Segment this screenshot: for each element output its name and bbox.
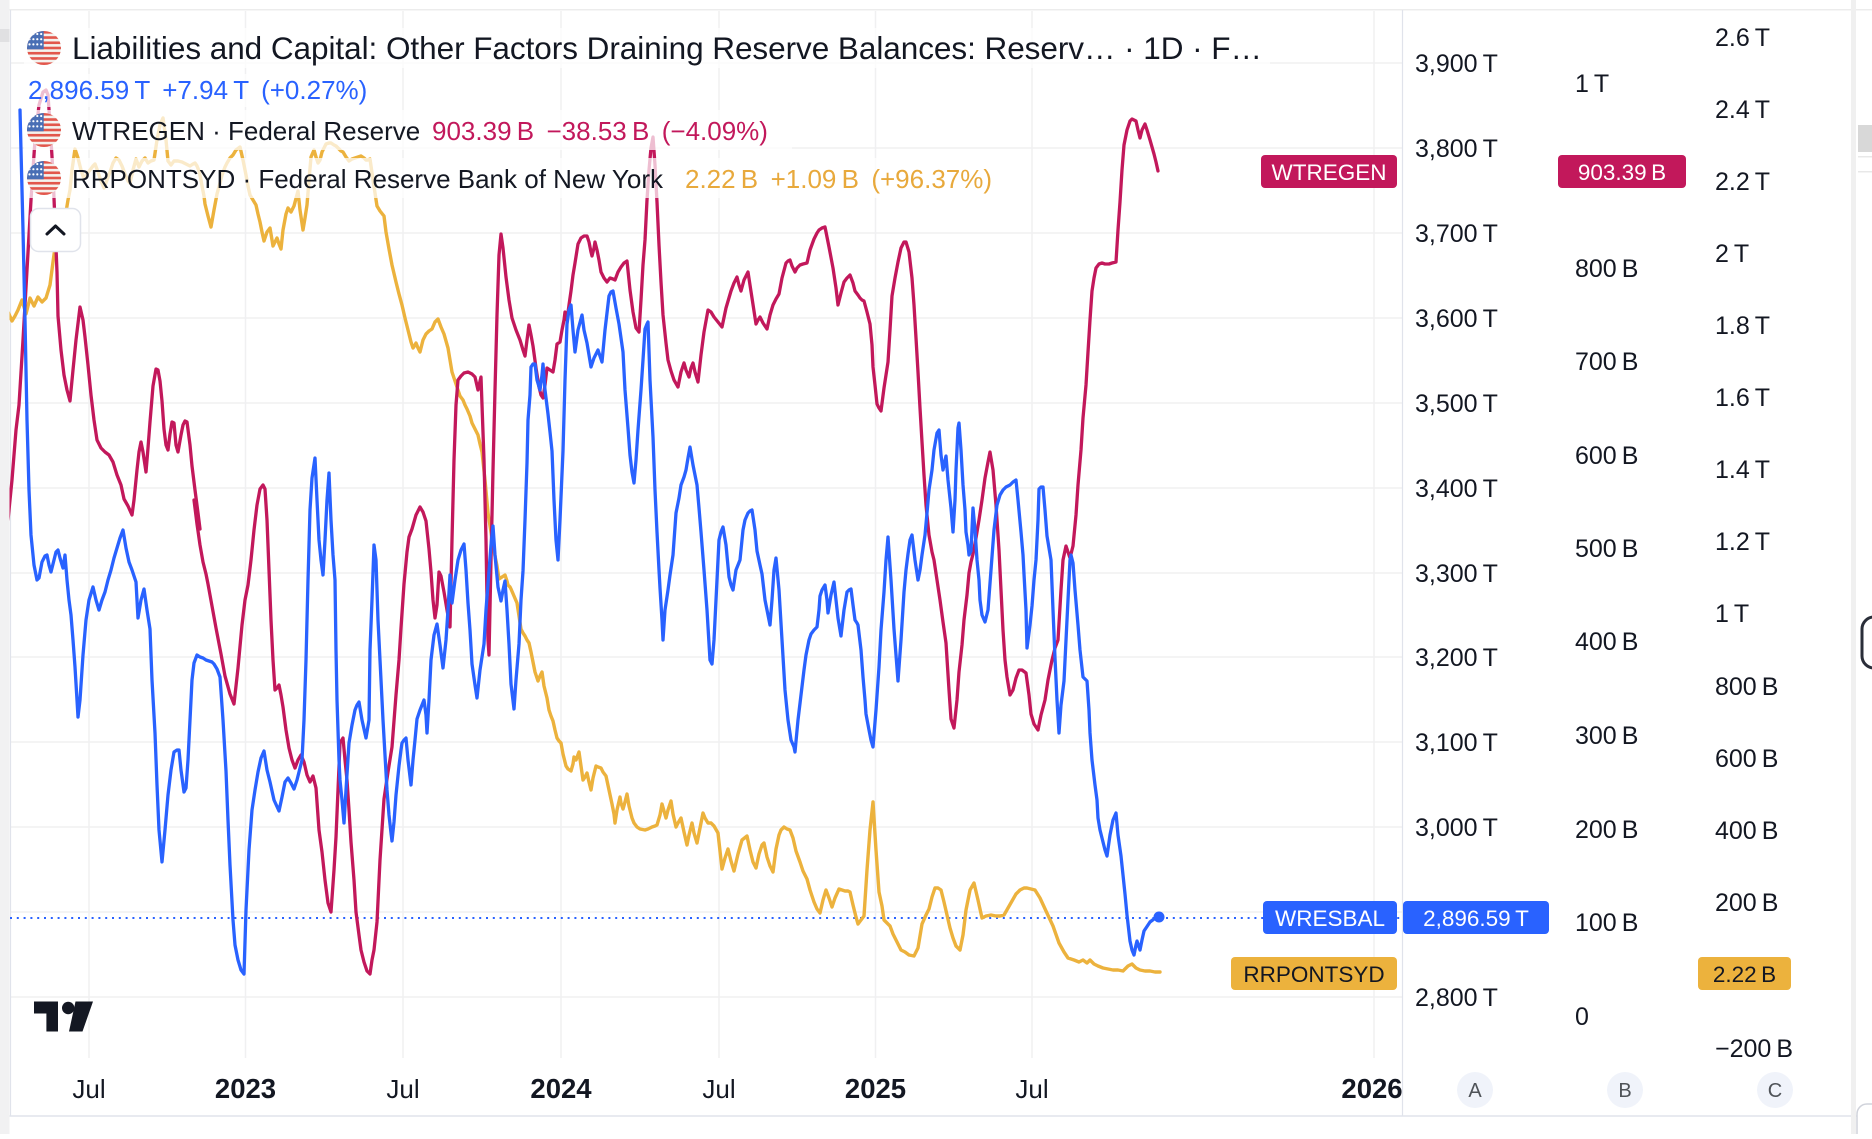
svg-text:2,896.59 T +7.94 T (+0.27%): 2,896.59 T +7.94 T (+0.27%) xyxy=(28,75,367,105)
svg-text:1.4 T: 1.4 T xyxy=(1715,456,1770,484)
svg-text:RRPONTSYD: RRPONTSYD xyxy=(1243,962,1384,987)
svg-text:600 B: 600 B xyxy=(1575,442,1638,470)
svg-text:3,400 T: 3,400 T xyxy=(1415,475,1498,503)
svg-text:300 B: 300 B xyxy=(1575,722,1638,750)
svg-text:WRESBAL: WRESBAL xyxy=(1275,906,1385,931)
svg-text:400 B: 400 B xyxy=(1575,628,1638,656)
svg-text:2023: 2023 xyxy=(215,1073,276,1104)
svg-text:Jul: Jul xyxy=(72,1074,105,1104)
svg-text:2.4 T: 2.4 T xyxy=(1715,96,1770,124)
svg-text:3,000 T: 3,000 T xyxy=(1415,814,1498,842)
svg-text:Jul: Jul xyxy=(702,1074,735,1104)
svg-text:600 B: 600 B xyxy=(1715,745,1778,773)
svg-text:0: 0 xyxy=(1575,1003,1589,1031)
svg-text:B: B xyxy=(1618,1080,1631,1102)
svg-text:2.2 T: 2.2 T xyxy=(1715,168,1770,196)
svg-text:C: C xyxy=(1768,1080,1782,1102)
svg-text:2,800 T: 2,800 T xyxy=(1415,984,1498,1012)
svg-text:Liabilities and Capital: Other: Liabilities and Capital: Other Factors D… xyxy=(72,30,1262,66)
svg-text:400 B: 400 B xyxy=(1715,817,1778,845)
svg-text:1.6 T: 1.6 T xyxy=(1715,384,1770,412)
svg-text:WTREGEN: WTREGEN xyxy=(1272,160,1387,185)
svg-text:200 B: 200 B xyxy=(1575,816,1638,844)
svg-text:3,800 T: 3,800 T xyxy=(1415,135,1498,163)
svg-text:903.39 B −38.53 B (−4.09%): 903.39 B −38.53 B (−4.09%) xyxy=(432,116,768,146)
svg-text:2.22 B +1.09 B (+96.37%): 2.22 B +1.09 B (+96.37%) xyxy=(685,164,992,194)
svg-text:200 B: 200 B xyxy=(1715,889,1778,917)
svg-text:Jul: Jul xyxy=(386,1074,419,1104)
svg-text:2026: 2026 xyxy=(1341,1073,1402,1104)
svg-text:2 T: 2 T xyxy=(1715,240,1749,268)
svg-text:A: A xyxy=(1468,1080,1482,1102)
svg-text:1 T: 1 T xyxy=(1575,70,1609,98)
svg-text:3,100 T: 3,100 T xyxy=(1415,729,1498,757)
svg-text:−200 B: −200 B xyxy=(1715,1035,1793,1063)
svg-text:WTREGEN · Federal Reserve: WTREGEN · Federal Reserve xyxy=(72,116,420,146)
svg-text:1.8 T: 1.8 T xyxy=(1715,312,1770,340)
svg-text:2,896.59 T: 2,896.59 T xyxy=(1423,906,1529,931)
svg-text:1 T: 1 T xyxy=(1715,600,1749,628)
svg-text:100 B: 100 B xyxy=(1575,909,1638,937)
svg-text:500 B: 500 B xyxy=(1575,535,1638,563)
svg-text:2025: 2025 xyxy=(845,1073,906,1104)
svg-text:800 B: 800 B xyxy=(1575,255,1638,283)
svg-text:3,500 T: 3,500 T xyxy=(1415,390,1498,418)
svg-text:3,600 T: 3,600 T xyxy=(1415,305,1498,333)
svg-text:2.6 T: 2.6 T xyxy=(1715,24,1770,52)
svg-text:3,300 T: 3,300 T xyxy=(1415,560,1498,588)
svg-text:3,700 T: 3,700 T xyxy=(1415,220,1498,248)
svg-text:800 B: 800 B xyxy=(1715,673,1778,701)
svg-text:3,200 T: 3,200 T xyxy=(1415,644,1498,672)
svg-text:3,900 T: 3,900 T xyxy=(1415,50,1498,78)
svg-text:903.39 B: 903.39 B xyxy=(1578,160,1666,185)
svg-text:1.2 T: 1.2 T xyxy=(1715,528,1770,556)
svg-text:700 B: 700 B xyxy=(1575,348,1638,376)
svg-text:RRPONTSYD · Federal Reserve Ba: RRPONTSYD · Federal Reserve Bank of New … xyxy=(72,164,664,194)
svg-text:2.22 B: 2.22 B xyxy=(1713,962,1776,987)
svg-text:Jul: Jul xyxy=(1015,1074,1048,1104)
svg-text:2024: 2024 xyxy=(530,1073,592,1104)
